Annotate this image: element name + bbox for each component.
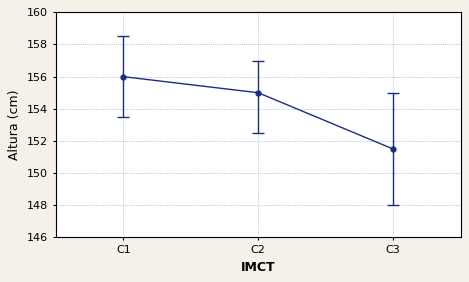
Y-axis label: Altura (cm): Altura (cm) [8,90,21,160]
X-axis label: IMCT: IMCT [241,261,275,274]
